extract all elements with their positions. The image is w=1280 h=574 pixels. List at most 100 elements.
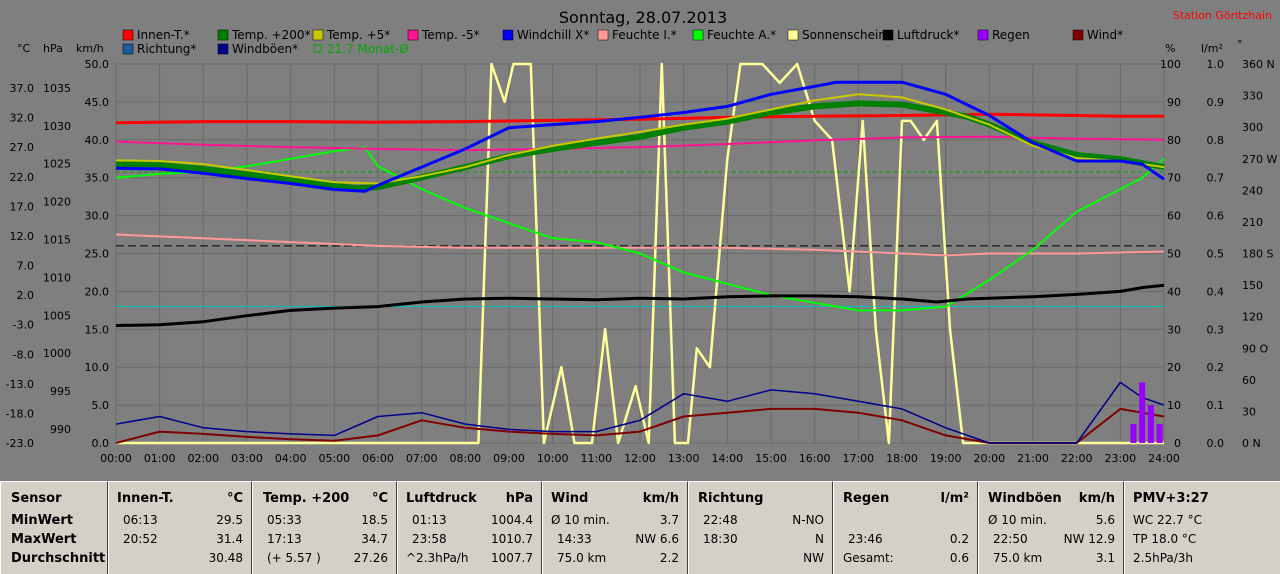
- rain-bar: [1130, 424, 1137, 443]
- tick-label-temp: 7.0: [17, 260, 35, 273]
- tick-label-direction: 0 N: [1242, 437, 1261, 450]
- tick-label-pressure: 1035: [43, 82, 71, 95]
- stats-temp200-max-time: 17:13: [267, 532, 302, 546]
- stats-pmv-r2: TP 18.0 °C: [1133, 532, 1197, 546]
- stats-windboeen-r1-label: Ø 10 min.: [988, 513, 1047, 527]
- tick-label-time: 18:00: [886, 452, 918, 465]
- stats-panel-temp200: Temp. +200 °C 05:33 18.5 17:13 34.7 (+ 5…: [252, 481, 397, 574]
- tick-label-humidity: 40: [1167, 285, 1181, 298]
- series-line-innen-t-: [115, 112, 1164, 125]
- legend-swatch: [977, 29, 989, 41]
- stats-wind-r1-val: 3.7: [659, 513, 679, 527]
- legend-item: Windchill X*: [502, 28, 589, 42]
- tick-label-temp: -23.0: [6, 437, 34, 450]
- tick-label-temp: -13.0: [6, 378, 34, 391]
- stats-innen-max-time: 20:52: [123, 532, 158, 546]
- stats-pmv-title: PMV+3:27: [1133, 491, 1209, 506]
- stats-panel-richtung: Richtung 22:48 N-NO 18:30 N NW: [688, 481, 833, 574]
- legend-item: Windböen*: [217, 42, 298, 56]
- stats-innen-title: Innen-T.: [117, 491, 174, 506]
- stats-wind-r3-val: 2.2: [659, 551, 679, 565]
- tick-label-time: 21:00: [1017, 452, 1049, 465]
- tick-label-humidity: 80: [1167, 134, 1181, 147]
- legend-item: Wind*: [1072, 28, 1123, 42]
- tick-label-wind: 15.0: [85, 323, 110, 336]
- unit-humidity: %: [1165, 42, 1175, 55]
- legend-swatch: [122, 29, 134, 41]
- legend-item: Luftdruck*: [882, 28, 960, 42]
- stats-pmv-r1: WC 22.7 °C: [1133, 513, 1202, 527]
- stats-windboeen-r3-val: 3.1: [1095, 551, 1115, 565]
- stats-luftdruck-avg-val: 1007.7: [491, 551, 533, 565]
- tick-label-time: 17:00: [842, 452, 874, 465]
- stats-windboeen-r3-label: 75.0 km: [993, 551, 1043, 565]
- legend-item: Temp. -5*: [407, 28, 480, 42]
- series-line-feuchte-i-: [115, 233, 1165, 257]
- tick-label-time: 24:00: [1148, 452, 1180, 465]
- tick-label-direction: 270 W: [1242, 153, 1277, 166]
- tick-label-temp: 12.0: [10, 230, 35, 243]
- tick-label-humidity: 50: [1167, 248, 1181, 261]
- unit-direction: °: [1237, 38, 1243, 51]
- stats-panel-sensor: Sensor MinWert MaxWert Durchschnitt: [0, 481, 108, 574]
- tick-label-temp: 22.0: [10, 171, 35, 184]
- tick-label-time: 01:00: [144, 452, 176, 465]
- tick-label-rain: 0.3: [1207, 323, 1225, 336]
- series-line-temp-5-: [115, 135, 1165, 152]
- stats-panel-innen: Innen-T. °C 06:13 29.5 20:52 31.4 30.48: [108, 481, 252, 574]
- tick-label-pressure: 1000: [43, 347, 71, 360]
- legend-label: Wind*: [1087, 28, 1123, 42]
- legend-item: Innen-T.*: [122, 28, 190, 42]
- chart-title: Sonntag, 28.07.2013: [559, 8, 727, 27]
- stats-luftdruck-trend: ^2.3hPa/h: [406, 551, 469, 565]
- tick-label-temp: 2.0: [17, 289, 35, 302]
- legend-label: Temp. +200*: [231, 28, 311, 42]
- tick-label-temp: -3.0: [13, 319, 34, 332]
- tick-label-time: 15:00: [755, 452, 787, 465]
- legend-swatch: [692, 29, 704, 41]
- stats-regen-r3-label: Gesamt:: [843, 551, 894, 565]
- stats-wind-unit: km/h: [642, 491, 679, 506]
- legend-item: Richtung*: [122, 42, 196, 56]
- stats-wind-r3-label: 75.0 km: [557, 551, 607, 565]
- tick-label-rain: 0.0: [1207, 437, 1225, 450]
- unit-wind: km/h: [76, 42, 104, 55]
- tick-label-humidity: 10: [1167, 399, 1181, 412]
- tick-label-time: 11:00: [580, 452, 612, 465]
- stats-windboeen-title: Windböen: [988, 491, 1062, 506]
- series-line-feuchte-a-: [115, 146, 1165, 312]
- axis-tick-labels: 50.0 45.0 40.0 35.0 30.0 25.0 20.0 15.0 10.0 5.0 0…: [6, 58, 1278, 465]
- stats-panel-wind: Wind km/h Ø 10 min. 3.7 14:33 NW 6.6 75.…: [542, 481, 688, 574]
- stats-richtung-r1-time: 22:48: [703, 513, 738, 527]
- stats-innen-unit: °C: [226, 491, 243, 506]
- tick-label-rain: 0.9: [1207, 96, 1225, 109]
- stats-row-max-label: MaxWert: [11, 532, 77, 547]
- stats-regen-unit: l/m²: [940, 491, 969, 506]
- stats-innen-max-val: 31.4: [216, 532, 243, 546]
- stats-row-min-label: MinWert: [11, 513, 73, 528]
- tick-label-humidity: 20: [1167, 361, 1181, 374]
- stats-innen-min-val: 29.5: [216, 513, 243, 527]
- stats-luftdruck-unit: hPa: [505, 491, 533, 506]
- legend-label: Sonnenschein: [802, 28, 886, 42]
- tick-label-humidity: 100: [1160, 58, 1181, 71]
- tick-label-rain: 0.5: [1207, 248, 1225, 261]
- stats-temp200-min-time: 05:33: [267, 513, 302, 527]
- stats-regen-r2-val: 0.2: [949, 532, 969, 546]
- tick-label-time: 23:00: [1104, 452, 1136, 465]
- series-layer: [115, 62, 1165, 445]
- tick-label-wind: 0.0: [92, 437, 110, 450]
- legend-swatch: [313, 44, 322, 53]
- tick-label-time: 14:00: [711, 452, 743, 465]
- tick-label-time: 02:00: [187, 452, 219, 465]
- legend-label: Feuchte I.*: [612, 28, 677, 42]
- stats-regen-r3-val: 0.6: [949, 551, 969, 565]
- tick-label-direction: 180 S: [1242, 248, 1273, 261]
- stats-wind-title: Wind: [551, 491, 589, 506]
- stats-panel-pmv: PMV+3:27 WC 22.7 °C TP 18.0 °C 2.5hPa/3h: [1124, 481, 1280, 574]
- tick-label-direction: 30: [1242, 405, 1256, 418]
- tick-label-time: 10:00: [537, 452, 569, 465]
- stats-panel-luftdruck: Luftdruck hPa 01:13 1004.4 23:58 1010.7 …: [397, 481, 542, 574]
- tick-label-pressure: 990: [50, 423, 71, 436]
- tick-label-time: 09:00: [493, 452, 525, 465]
